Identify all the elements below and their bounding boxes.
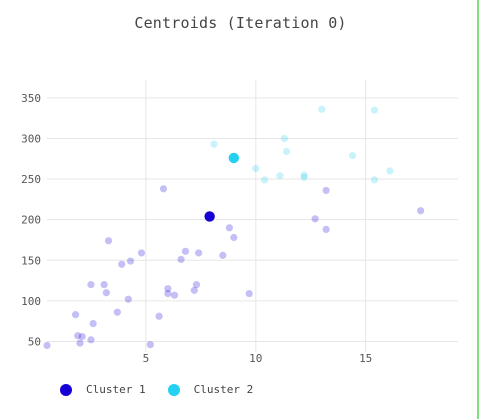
- data-point-cluster-2: [371, 176, 378, 183]
- data-point-cluster-2: [371, 106, 378, 113]
- tick-labels: 50 100 150 200 250 300 350 5 10 15: [21, 92, 372, 365]
- centroid-points: [204, 153, 239, 222]
- data-point-cluster-1: [312, 215, 319, 222]
- data-point-cluster-2: [318, 106, 325, 113]
- y-tick-label: 150: [21, 254, 41, 267]
- data-point-cluster-1: [193, 281, 200, 288]
- data-points: [43, 106, 424, 349]
- data-point-cluster-1: [164, 290, 171, 297]
- data-point-cluster-1: [160, 185, 167, 192]
- data-point-cluster-1: [125, 296, 132, 303]
- y-tick-label: 350: [21, 92, 41, 105]
- data-point-cluster-1: [182, 248, 189, 255]
- y-tick-label: 50: [28, 335, 41, 348]
- x-tick-label: 15: [359, 352, 372, 365]
- centroid-cluster-1: [204, 211, 214, 221]
- data-point-cluster-1: [219, 252, 226, 259]
- legend-item-cluster-1[interactable]: Cluster 1: [60, 383, 146, 396]
- legend-item-cluster-2[interactable]: Cluster 2: [168, 383, 254, 396]
- centroid-cluster-2: [229, 153, 239, 163]
- grid-lines: [47, 80, 458, 352]
- data-point-cluster-2: [283, 148, 290, 155]
- data-point-cluster-1: [323, 187, 330, 194]
- data-point-cluster-1: [101, 281, 108, 288]
- data-point-cluster-1: [138, 249, 145, 256]
- y-tick-label: 200: [21, 214, 41, 227]
- data-point-cluster-1: [226, 224, 233, 231]
- y-tick-label: 250: [21, 173, 41, 186]
- data-point-cluster-2: [276, 172, 283, 179]
- data-point-cluster-2: [301, 174, 308, 181]
- data-point-cluster-1: [417, 207, 424, 214]
- legend-label-cluster-1: Cluster 1: [86, 383, 146, 396]
- data-point-cluster-1: [147, 341, 154, 348]
- data-point-cluster-1: [114, 309, 121, 316]
- x-tick-label: 5: [143, 352, 150, 365]
- data-point-cluster-1: [127, 257, 134, 264]
- data-point-cluster-1: [246, 290, 253, 297]
- legend: Cluster 1 Cluster 2: [60, 383, 253, 396]
- data-point-cluster-1: [105, 237, 112, 244]
- data-point-cluster-2: [210, 141, 217, 148]
- data-point-cluster-1: [90, 320, 97, 327]
- data-point-cluster-1: [323, 226, 330, 233]
- y-tick-label: 300: [21, 132, 41, 145]
- data-point-cluster-1: [195, 249, 202, 256]
- data-point-cluster-1: [103, 289, 110, 296]
- data-point-cluster-1: [118, 261, 125, 268]
- x-tick-label: 10: [249, 352, 262, 365]
- data-point-cluster-1: [79, 333, 86, 340]
- data-point-cluster-1: [87, 336, 94, 343]
- data-point-cluster-1: [155, 313, 162, 320]
- data-point-cluster-2: [252, 165, 259, 172]
- legend-swatch-cluster-2: [168, 384, 180, 396]
- data-point-cluster-2: [281, 135, 288, 142]
- data-point-cluster-2: [349, 152, 356, 159]
- legend-swatch-cluster-1: [60, 384, 72, 396]
- data-point-cluster-1: [72, 311, 79, 318]
- data-point-cluster-1: [177, 256, 184, 263]
- data-point-cluster-1: [230, 234, 237, 241]
- legend-label-cluster-2: Cluster 2: [194, 383, 254, 396]
- data-point-cluster-1: [87, 281, 94, 288]
- y-tick-label: 100: [21, 295, 41, 308]
- data-point-cluster-2: [261, 176, 268, 183]
- data-point-cluster-1: [43, 342, 50, 349]
- data-point-cluster-1: [171, 292, 178, 299]
- data-point-cluster-2: [386, 167, 393, 174]
- data-point-cluster-1: [76, 339, 83, 346]
